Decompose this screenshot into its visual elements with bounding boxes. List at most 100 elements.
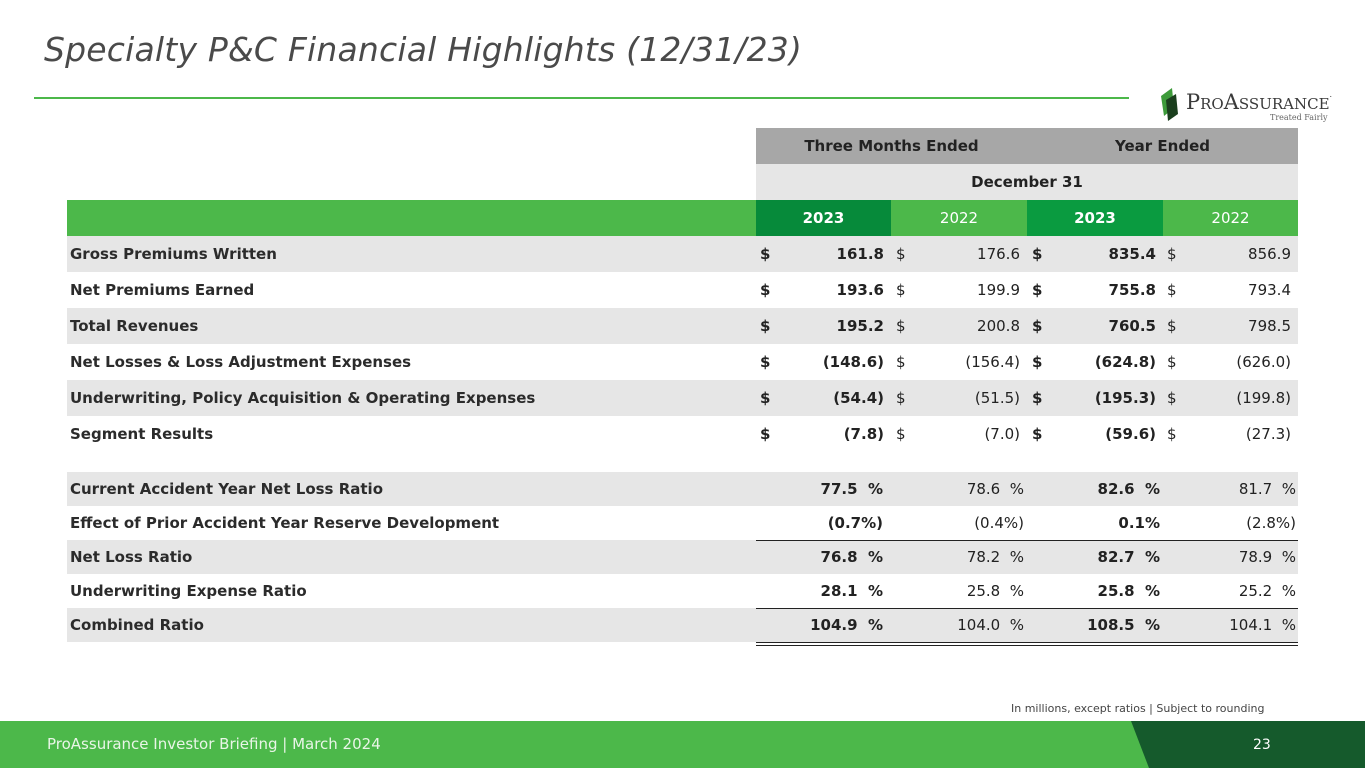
financial-table: Three Months Ended Year Ended December 3… bbox=[67, 128, 1298, 646]
currency-symbol: $ bbox=[1167, 425, 1177, 443]
cell-value: (624.8) bbox=[1094, 353, 1156, 371]
table-row: Underwriting Expense Ratio 28.1 % 25.8 % 25… bbox=[67, 574, 1298, 608]
currency-symbol: $ bbox=[1167, 245, 1177, 263]
cell-value: (626.0) bbox=[1236, 353, 1291, 371]
footnote: In millions, except ratios | Subject to … bbox=[1011, 702, 1265, 715]
cell-value: 76.8 % bbox=[820, 548, 883, 566]
cell-value: 81.7 % bbox=[1238, 480, 1296, 498]
currency-symbol: $ bbox=[896, 317, 906, 335]
table-row: Underwriting, Policy Acquisition & Opera… bbox=[67, 380, 1298, 416]
row-label: Net Premiums Earned bbox=[70, 281, 255, 299]
header-year-ended: Year Ended bbox=[1115, 137, 1210, 155]
currency-symbol: $ bbox=[896, 389, 906, 407]
row-label: Net Losses & Loss Adjustment Expenses bbox=[70, 353, 412, 371]
cell-value: (7.8) bbox=[843, 425, 884, 443]
cell-value: 161.8 bbox=[836, 245, 884, 263]
cell-value: 25.8 % bbox=[966, 582, 1024, 600]
table-row: Net Premiums Earned $193.6 $199.9 $755.8 $79… bbox=[67, 272, 1298, 308]
currency-symbol: $ bbox=[760, 281, 771, 299]
table-row: Gross Premiums Written $161.8 $176.6 $835.4… bbox=[67, 236, 1298, 272]
header-year-col-4: 2022 bbox=[1211, 209, 1250, 227]
row-label: Current Accident Year Net Loss Ratio bbox=[70, 480, 383, 498]
cell-value: 25.2 % bbox=[1238, 582, 1296, 600]
header-three-months: Three Months Ended bbox=[804, 137, 979, 155]
table-row: Total Revenues $195.2 $200.8 $760.5 $798.5 bbox=[67, 308, 1298, 344]
header-year-col-3: 2023 bbox=[1027, 200, 1163, 236]
currency-symbol: $ bbox=[1032, 389, 1043, 407]
cell-value: (2.8%) bbox=[1246, 514, 1296, 532]
header-year-col-1: 2023 bbox=[756, 200, 891, 236]
footer-text: ProAssurance Investor Briefing | March 2… bbox=[47, 735, 381, 753]
header-december-31: December 31 bbox=[971, 173, 1083, 191]
row-label: Net Loss Ratio bbox=[70, 548, 193, 566]
table-row: Current Accident Year Net Loss Ratio 77.5… bbox=[67, 472, 1298, 506]
currency-symbol: $ bbox=[760, 389, 771, 407]
leaf-logo-icon bbox=[1161, 88, 1178, 121]
page-title: Specialty P&C Financial Highlights (12/3… bbox=[44, 30, 803, 69]
currency-symbol: $ bbox=[760, 317, 771, 335]
row-label: Combined Ratio bbox=[70, 616, 204, 634]
currency-symbol: $ bbox=[1167, 353, 1177, 371]
cell-value: 760.5 bbox=[1108, 317, 1156, 335]
currency-symbol: $ bbox=[760, 425, 771, 443]
cell-value: 195.2 bbox=[836, 317, 884, 335]
currency-symbol: $ bbox=[1167, 317, 1177, 335]
currency-symbol: $ bbox=[1032, 425, 1043, 443]
cell-value: 104.1 % bbox=[1229, 616, 1296, 634]
cell-value: (199.8) bbox=[1236, 389, 1291, 407]
cell-value: 793.4 bbox=[1248, 281, 1291, 299]
page-number: 23 bbox=[1253, 737, 1271, 753]
row-label: Underwriting, Policy Acquisition & Opera… bbox=[70, 389, 536, 407]
cell-value: (0.7%) bbox=[827, 514, 883, 532]
cell-value: (148.6) bbox=[822, 353, 884, 371]
cell-value: 108.5 % bbox=[1087, 616, 1160, 634]
currency-symbol: $ bbox=[896, 245, 906, 263]
cell-value: 856.9 bbox=[1248, 245, 1291, 263]
double-underline bbox=[756, 642, 1298, 646]
cell-value: 199.9 bbox=[977, 281, 1020, 299]
logo-tagline: Treated Fairly bbox=[1270, 113, 1328, 122]
cell-value: 77.5 % bbox=[820, 480, 883, 498]
header-row-years: 2023 2022 2023 2022 bbox=[67, 200, 1298, 236]
row-label: Total Revenues bbox=[70, 317, 199, 335]
cell-value: 193.6 bbox=[836, 281, 884, 299]
title-divider bbox=[34, 97, 1129, 99]
cell-value: 82.7 % bbox=[1097, 548, 1160, 566]
subtotal-rule bbox=[756, 540, 1298, 541]
cell-value: (54.4) bbox=[833, 389, 884, 407]
cell-value: 798.5 bbox=[1248, 317, 1291, 335]
currency-symbol: $ bbox=[896, 353, 906, 371]
logo-wordmark: PROASSURANCE. bbox=[1186, 90, 1333, 114]
currency-symbol: $ bbox=[1032, 245, 1043, 263]
cell-value: 28.1 % bbox=[820, 582, 883, 600]
cell-value: 0.1% bbox=[1118, 514, 1160, 532]
cell-value: 104.9 % bbox=[810, 616, 883, 634]
row-label: Segment Results bbox=[70, 425, 214, 443]
table-row: Net Losses & Loss Adjustment Expenses $ (1… bbox=[67, 344, 1298, 380]
cell-value: 25.8 % bbox=[1097, 582, 1160, 600]
cell-value: (156.4) bbox=[965, 353, 1020, 371]
cell-value: (7.0) bbox=[984, 425, 1020, 443]
cell-value: 82.6 % bbox=[1097, 480, 1160, 498]
table-row: Combined Ratio 104.9 % 104.0 % 108.5 % 104.1… bbox=[67, 608, 1298, 642]
cell-value: 78.9 % bbox=[1238, 548, 1296, 566]
cell-value: (59.6) bbox=[1105, 425, 1156, 443]
cell-value: 78.6 % bbox=[966, 480, 1024, 498]
cell-value: (195.3) bbox=[1094, 389, 1156, 407]
table-row: Effect of Prior Accident Year Reserve De… bbox=[67, 506, 1298, 540]
cell-value: (51.5) bbox=[974, 389, 1020, 407]
cell-value: 78.2 % bbox=[966, 548, 1024, 566]
table-row: Segment Results $ (7.8) $ (7.0) $ (59.6) $ (27.3… bbox=[67, 416, 1298, 452]
subtotal-rule bbox=[756, 608, 1298, 609]
row-label: Effect of Prior Accident Year Reserve De… bbox=[70, 514, 500, 532]
currency-symbol: $ bbox=[1167, 389, 1177, 407]
currency-symbol: $ bbox=[1032, 281, 1043, 299]
row-label: Gross Premiums Written bbox=[70, 245, 277, 263]
header-row-date: December 31 bbox=[67, 164, 1298, 200]
row-label: Underwriting Expense Ratio bbox=[70, 582, 307, 600]
cell-value: 104.0 % bbox=[957, 616, 1024, 634]
currency-symbol: $ bbox=[896, 281, 906, 299]
proassurance-logo: PROASSURANCE. Treated Fairly bbox=[1158, 86, 1332, 126]
cell-value: (0.4%) bbox=[974, 514, 1024, 532]
currency-symbol: $ bbox=[1167, 281, 1177, 299]
